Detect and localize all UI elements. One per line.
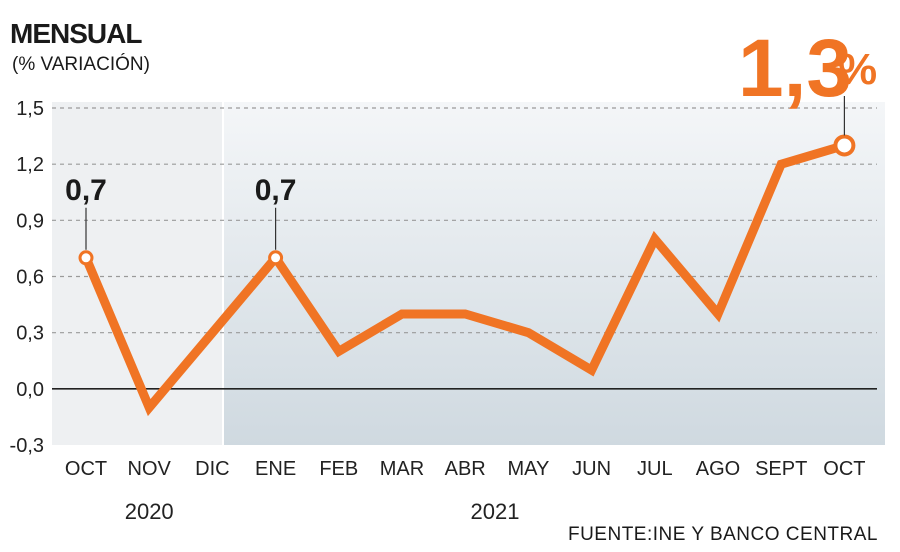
series-line xyxy=(81,140,849,417)
headline-value: 1,3 xyxy=(738,23,852,114)
chart-title: MENSUAL xyxy=(10,18,142,49)
chart-subtitle: (% VARIACIÓN) xyxy=(12,54,150,75)
x-tick-label: NOV xyxy=(128,458,172,480)
x-tick-label: OCT xyxy=(65,458,107,480)
year-label: 2021 xyxy=(471,499,520,524)
x-tick-label: JUN xyxy=(572,458,611,480)
x-tick-label: MAR xyxy=(380,458,424,480)
x-tick-label: FEB xyxy=(319,458,358,480)
x-tick-label: DIC xyxy=(195,458,229,480)
x-tick-label: JUL xyxy=(637,458,673,480)
x-tick-label: OCT xyxy=(823,458,865,480)
data-label: 0,7 xyxy=(65,174,107,207)
highlight-point xyxy=(833,134,856,157)
year-label: 2020 xyxy=(125,499,174,524)
highlight-point xyxy=(78,250,94,266)
data-label: 0,7 xyxy=(255,174,297,207)
y-tick-label: 1,5 xyxy=(16,98,44,120)
y-tick-label: 0,9 xyxy=(16,210,44,232)
y-tick-label: -0,3 xyxy=(10,435,44,457)
source-note: FUENTE:INE Y BANCO CENTRAL xyxy=(567,524,878,545)
headline-percent: % xyxy=(838,45,877,94)
x-tick-label: ABR xyxy=(445,458,486,480)
x-tick-label: ENE xyxy=(255,458,296,480)
y-tick-label: 0,0 xyxy=(16,379,44,401)
x-tick-label: AGO xyxy=(696,458,740,480)
y-tick-label: 0,6 xyxy=(16,267,44,289)
panel-2020 xyxy=(52,102,222,445)
y-tick-label: 1,2 xyxy=(16,154,44,176)
panel-2021 xyxy=(224,102,885,445)
highlight-point xyxy=(268,250,284,266)
x-tick-label: SEPT xyxy=(755,458,807,480)
y-tick-label: 0,3 xyxy=(16,323,44,345)
x-tick-label: MAY xyxy=(507,458,549,480)
